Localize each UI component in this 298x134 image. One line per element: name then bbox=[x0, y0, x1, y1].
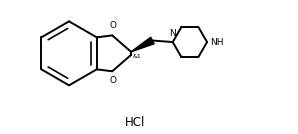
Text: NH: NH bbox=[210, 38, 224, 46]
Text: N: N bbox=[169, 29, 176, 38]
Text: O: O bbox=[109, 76, 116, 85]
Text: HCl: HCl bbox=[125, 116, 145, 129]
Text: O: O bbox=[109, 21, 116, 30]
Polygon shape bbox=[131, 37, 154, 52]
Text: &1: &1 bbox=[132, 54, 141, 59]
